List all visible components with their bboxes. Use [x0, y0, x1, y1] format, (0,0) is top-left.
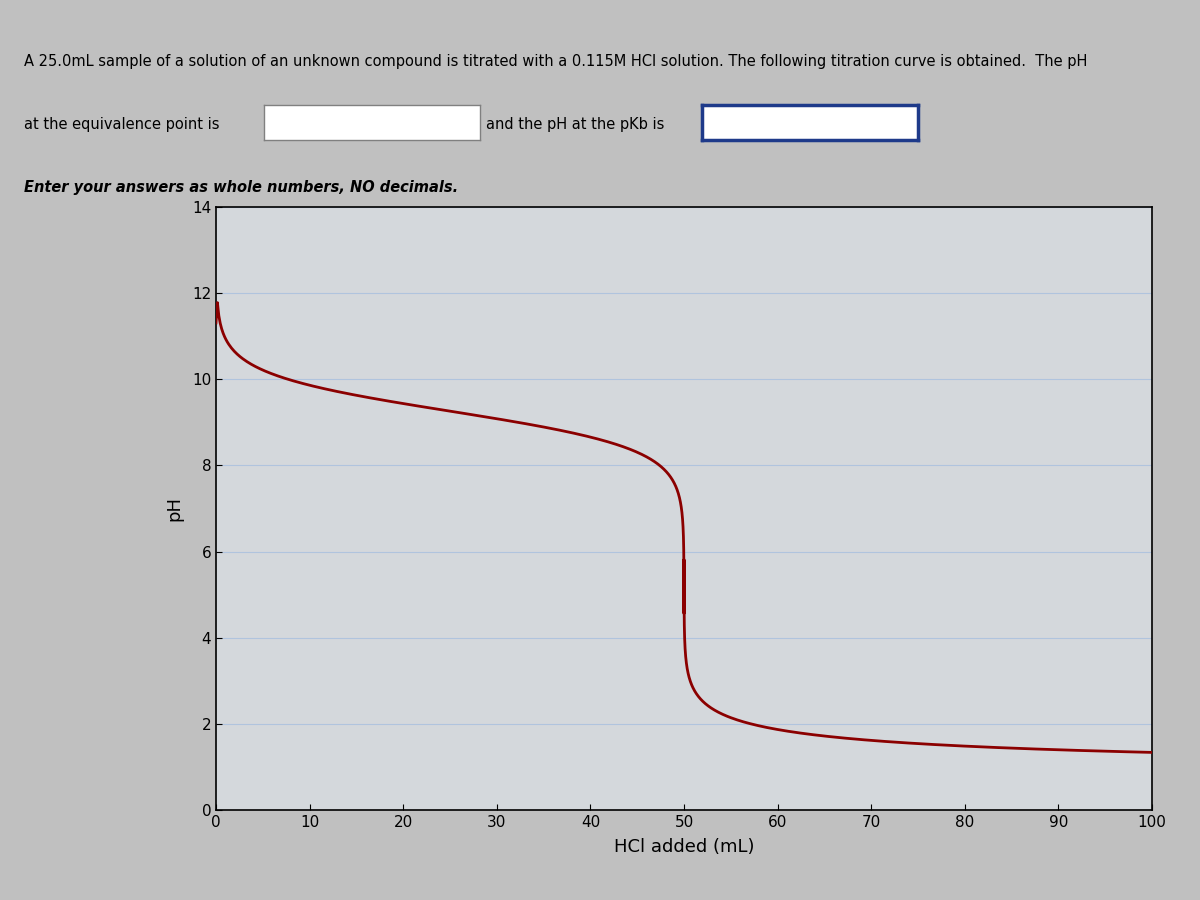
Text: A 25.0mL sample of a solution of an unknown compound is titrated with a 0.115M H: A 25.0mL sample of a solution of an unkn… [24, 54, 1087, 69]
X-axis label: HCl added (mL): HCl added (mL) [613, 838, 755, 856]
Y-axis label: pH: pH [166, 496, 184, 521]
Text: and the pH at the pKb is: and the pH at the pKb is [486, 117, 665, 132]
Text: at the equivalence point is: at the equivalence point is [24, 117, 220, 132]
Text: Enter your answers as whole numbers, NO decimals.: Enter your answers as whole numbers, NO … [24, 180, 458, 195]
